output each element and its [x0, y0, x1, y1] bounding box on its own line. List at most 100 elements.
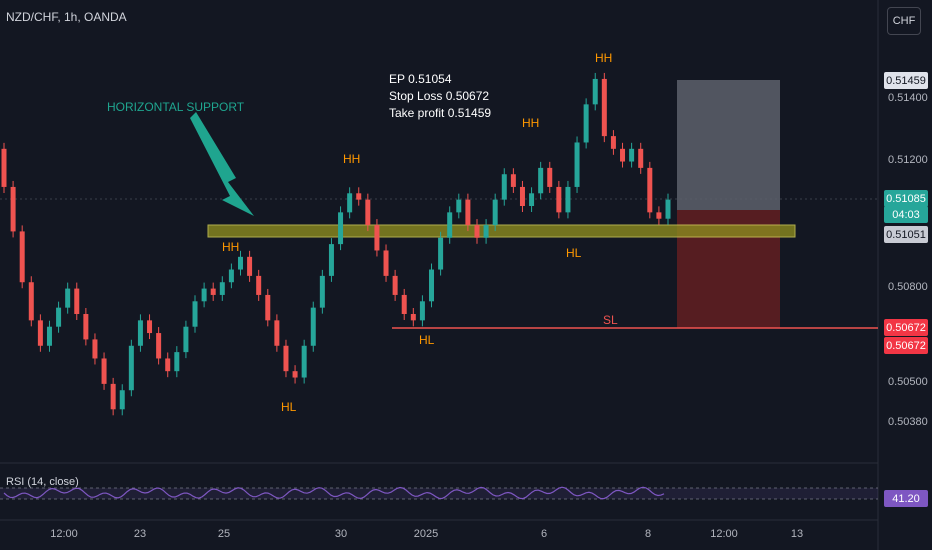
support-zone[interactable] [207, 224, 796, 238]
marker-hh: HH [343, 152, 361, 166]
candle-body [274, 320, 280, 346]
candle-body [365, 199, 371, 226]
candle-body [638, 148, 644, 168]
tp-price-tag: 0.51459 [884, 72, 928, 89]
price-tick: 0.50800 [888, 281, 928, 293]
candle-body [201, 288, 207, 302]
candle-body [92, 339, 98, 359]
current-price-tag: 0.51085 [884, 190, 928, 207]
candle-body [247, 256, 253, 276]
horizontal-support-label: HORIZONTAL SUPPORT [107, 100, 245, 114]
candle-body [1, 148, 7, 187]
take-profit-zone[interactable] [677, 80, 780, 210]
candle-body [620, 148, 626, 162]
candle-body [438, 237, 444, 270]
candle-body [328, 244, 334, 276]
candle-body [410, 314, 416, 321]
candle-body [156, 333, 162, 359]
marker-hh: HH [222, 240, 240, 254]
time-tick: 30 [334, 528, 348, 540]
time-tick: 23 [133, 528, 147, 540]
candle-body [310, 307, 316, 346]
time-tick: 25 [217, 528, 231, 540]
candle-body [119, 390, 125, 410]
marker-hl: HL [281, 400, 297, 414]
candle-body [665, 199, 671, 219]
marker-hl: HL [419, 333, 435, 347]
candle-body [492, 199, 498, 226]
candle-body [219, 282, 225, 295]
candle-body [137, 320, 143, 346]
candle-body [28, 282, 34, 321]
candle-body [583, 104, 589, 143]
candle-body [383, 250, 389, 276]
candle-body [392, 275, 398, 295]
price-tick: 0.51200 [888, 154, 928, 166]
candle-body [347, 193, 353, 213]
candle-body [519, 186, 525, 206]
candle-body [110, 383, 116, 410]
countdown-tag: 04:03 [884, 206, 928, 223]
candle-body [128, 345, 134, 391]
candle-body [547, 167, 553, 187]
candle-body [183, 326, 189, 353]
candle-body [629, 148, 635, 162]
candle-body [46, 326, 52, 346]
candle-body [65, 288, 71, 308]
support-arrow-icon [190, 112, 254, 216]
candle-body [529, 193, 535, 206]
price-tick: 0.51400 [888, 92, 928, 104]
candle-body [56, 307, 62, 327]
candle-body [501, 174, 507, 200]
candle-body [256, 275, 262, 295]
candle-body [147, 320, 153, 334]
sl-label: SL [603, 313, 618, 327]
currency-button[interactable]: CHF [887, 7, 921, 35]
candle-body [565, 186, 571, 213]
candle-body [401, 294, 407, 314]
entry-price-tag: 0.51051 [884, 226, 928, 243]
stop-price-tag-2: 0.50672 [884, 337, 928, 354]
marker-hh: HH [522, 116, 540, 130]
time-tick: 12:00 [710, 528, 738, 540]
candle-body [174, 352, 180, 372]
candle-body [574, 142, 580, 187]
candle-body [319, 275, 325, 308]
time-tick: 12:00 [50, 528, 78, 540]
candle-body [301, 345, 307, 378]
candle-body [283, 345, 289, 372]
trade-note-tp: Take profit 0.51459 [389, 106, 492, 120]
candle-body [237, 256, 243, 270]
candle-body [429, 269, 435, 302]
candle-body [419, 301, 425, 321]
candle-body [83, 314, 89, 340]
rsi-indicator-label[interactable]: RSI (14, close) [6, 476, 79, 488]
candle-body [538, 167, 544, 194]
candle-body [647, 167, 653, 213]
candle-body [74, 288, 80, 314]
candle-body [601, 78, 607, 137]
candle-body [465, 199, 471, 226]
symbol-title[interactable]: NZD/CHF, 1h, OANDA [6, 10, 127, 24]
candle-body [37, 320, 43, 346]
candle-body [165, 358, 171, 372]
candle-body [265, 294, 271, 321]
rsi-value-tag: 41.20 [884, 490, 928, 507]
candle-series [1, 72, 671, 416]
candle-body [356, 193, 362, 200]
candle-body [292, 371, 298, 378]
rsi-line [3, 486, 665, 500]
candle-body [474, 225, 480, 238]
marker-hl: HL [566, 246, 582, 260]
candle-body [592, 78, 598, 105]
candle-body [610, 136, 616, 149]
time-tick: 13 [790, 528, 804, 540]
candle-body [101, 358, 107, 384]
time-tick: 2025 [413, 528, 439, 540]
candle-body [192, 301, 198, 327]
stop-price-tag: 0.50672 [884, 319, 928, 336]
time-tick: 8 [644, 528, 652, 540]
candle-body [656, 212, 662, 219]
